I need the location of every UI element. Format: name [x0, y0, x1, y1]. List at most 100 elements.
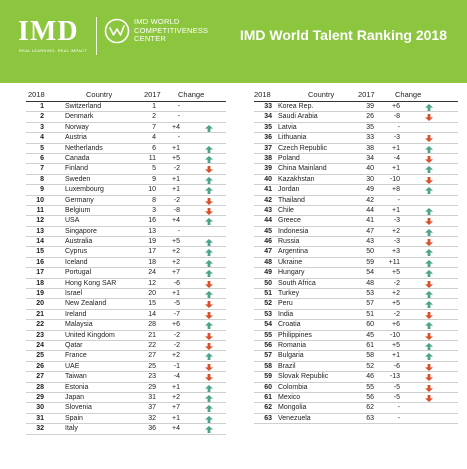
arrow-down-icon [425, 311, 433, 319]
rank-cell: 48 [264, 258, 272, 266]
arrow-down-icon [425, 332, 433, 340]
rank-cell: 51 [264, 290, 272, 298]
arrow-up-icon [205, 259, 213, 267]
rank-2017-cell: 37 [148, 404, 156, 412]
change-cell: +1 [392, 206, 400, 214]
country-cell: Greece [278, 217, 301, 225]
change-cell: - [177, 113, 180, 121]
table-row: 18 Hong Kong SAR 12 -6 [26, 279, 226, 290]
rank-2017-cell: 17 [148, 248, 156, 256]
country-cell: Singapore [65, 227, 97, 235]
rank-2017-cell: 21 [148, 331, 156, 339]
change-cell: +5 [172, 154, 180, 162]
country-cell: Romania [278, 341, 307, 349]
country-cell: Portugal [65, 269, 92, 277]
table-row: 35 Latvia 35 - [254, 123, 458, 134]
ranking-table-right: 2018 Country 2017 Change 33 Korea Rep. 39 +… [254, 88, 458, 425]
rank-2017-cell: 14 [148, 310, 156, 318]
country-cell: Sweden [65, 175, 91, 183]
rank-cell: 60 [264, 383, 272, 391]
change-cell: +5 [392, 341, 400, 349]
country-cell: Slovenia [65, 404, 92, 412]
arrow-down-icon [205, 166, 213, 174]
rank-2017-cell: 48 [366, 279, 374, 287]
col-2018-header: 2018 [28, 90, 45, 99]
country-cell: Spain [65, 414, 83, 422]
rank-2017-cell: 27 [148, 352, 156, 360]
rank-cell: 23 [36, 331, 44, 339]
table-row: 54 Croatia 60 +6 [254, 320, 458, 331]
change-cell: +2 [392, 227, 400, 235]
rank-cell: 15 [36, 248, 44, 256]
rank-2017-cell: 7 [152, 123, 156, 131]
country-cell: Kazakhstan [278, 175, 315, 183]
table-row: 56 Romania 61 +5 [254, 341, 458, 352]
rank-cell: 53 [264, 310, 272, 318]
rank-cell: 46 [264, 238, 272, 246]
rank-cell: 9 [40, 186, 44, 194]
country-cell: Finland [65, 165, 88, 173]
country-cell: China Mainland [278, 165, 327, 173]
change-cell: -3 [393, 134, 400, 142]
change-cell: -13 [389, 373, 400, 381]
country-cell: Bulgaria [278, 352, 304, 360]
arrow-down-icon [425, 176, 433, 184]
imd-tagline: REAL LEARNING. REAL IMPACT [19, 48, 88, 53]
table-row: 51 Turkey 53 +2 [254, 289, 458, 300]
rank-cell: 49 [264, 269, 272, 277]
change-cell: +6 [392, 321, 400, 329]
country-cell: Jordan [278, 186, 300, 194]
rank-2017-cell: 40 [366, 165, 374, 173]
country-cell: Brazil [278, 362, 296, 370]
arrow-down-icon [205, 363, 213, 371]
rank-2017-cell: 25 [148, 362, 156, 370]
country-cell: Lithuania [278, 134, 307, 142]
arrow-up-icon [205, 218, 213, 226]
table-row: 45 Indonesia 47 +2 [254, 227, 458, 238]
change-cell: +7 [172, 269, 180, 277]
change-cell: - [177, 134, 180, 142]
rank-2017-cell: 8 [152, 196, 156, 204]
rank-cell: 21 [36, 310, 44, 318]
rank-2017-cell: 46 [366, 373, 374, 381]
country-cell: Turkey [278, 290, 300, 298]
country-cell: Saudi Arabia [278, 113, 318, 121]
rank-2017-cell: 10 [148, 186, 156, 194]
col-2017-header: 2017 [144, 90, 161, 99]
table-row: 43 Chile 44 +1 [254, 206, 458, 217]
change-cell: -6 [393, 362, 400, 370]
rank-cell: 2 [40, 113, 44, 121]
country-cell: Italy [65, 425, 78, 433]
country-cell: Luxembourg [65, 186, 104, 194]
rank-cell: 6 [40, 154, 44, 162]
arrow-up-icon [425, 322, 433, 330]
rank-cell: 1 [40, 103, 44, 110]
rank-cell: 33 [264, 103, 272, 110]
rank-cell: 7 [40, 165, 44, 173]
rank-cell: 35 [264, 123, 272, 131]
country-cell: Austria [65, 134, 87, 142]
table-row: 36 Lithuania 33 -3 [254, 133, 458, 144]
country-cell: South Africa [278, 279, 316, 287]
rank-2017-cell: 60 [366, 321, 374, 329]
rank-2017-cell: 52 [366, 362, 374, 370]
arrow-down-icon [205, 207, 213, 215]
arrow-up-icon [205, 291, 213, 299]
arrow-up-icon [425, 187, 433, 195]
rank-cell: 63 [264, 414, 272, 422]
arrow-down-icon [205, 342, 213, 350]
arrow-down-icon [425, 155, 433, 163]
rank-2017-cell: 16 [148, 217, 156, 225]
rank-cell: 59 [264, 373, 272, 381]
rank-2017-cell: 63 [366, 414, 374, 422]
country-cell: Mongolia [278, 404, 307, 412]
rank-2017-cell: 44 [366, 206, 374, 214]
change-cell: -3 [393, 238, 400, 246]
rank-cell: 54 [264, 321, 272, 329]
wcc-line-1: IMD WORLD [134, 17, 180, 26]
table-row: 62 Mongolia 62 - [254, 403, 458, 414]
country-cell: Colombia [278, 383, 308, 391]
col-country-header: Country [86, 90, 113, 99]
rank-2017-cell: 19 [148, 238, 156, 246]
rank-2017-cell: 36 [148, 425, 156, 433]
